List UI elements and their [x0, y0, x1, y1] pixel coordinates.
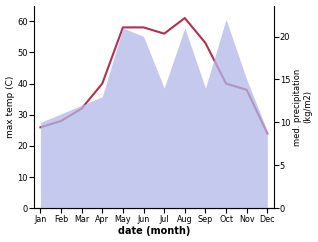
X-axis label: date (month): date (month): [118, 227, 190, 236]
Y-axis label: med. precipitation
(kg/m2): med. precipitation (kg/m2): [293, 68, 313, 146]
Y-axis label: max temp (C): max temp (C): [5, 76, 15, 138]
